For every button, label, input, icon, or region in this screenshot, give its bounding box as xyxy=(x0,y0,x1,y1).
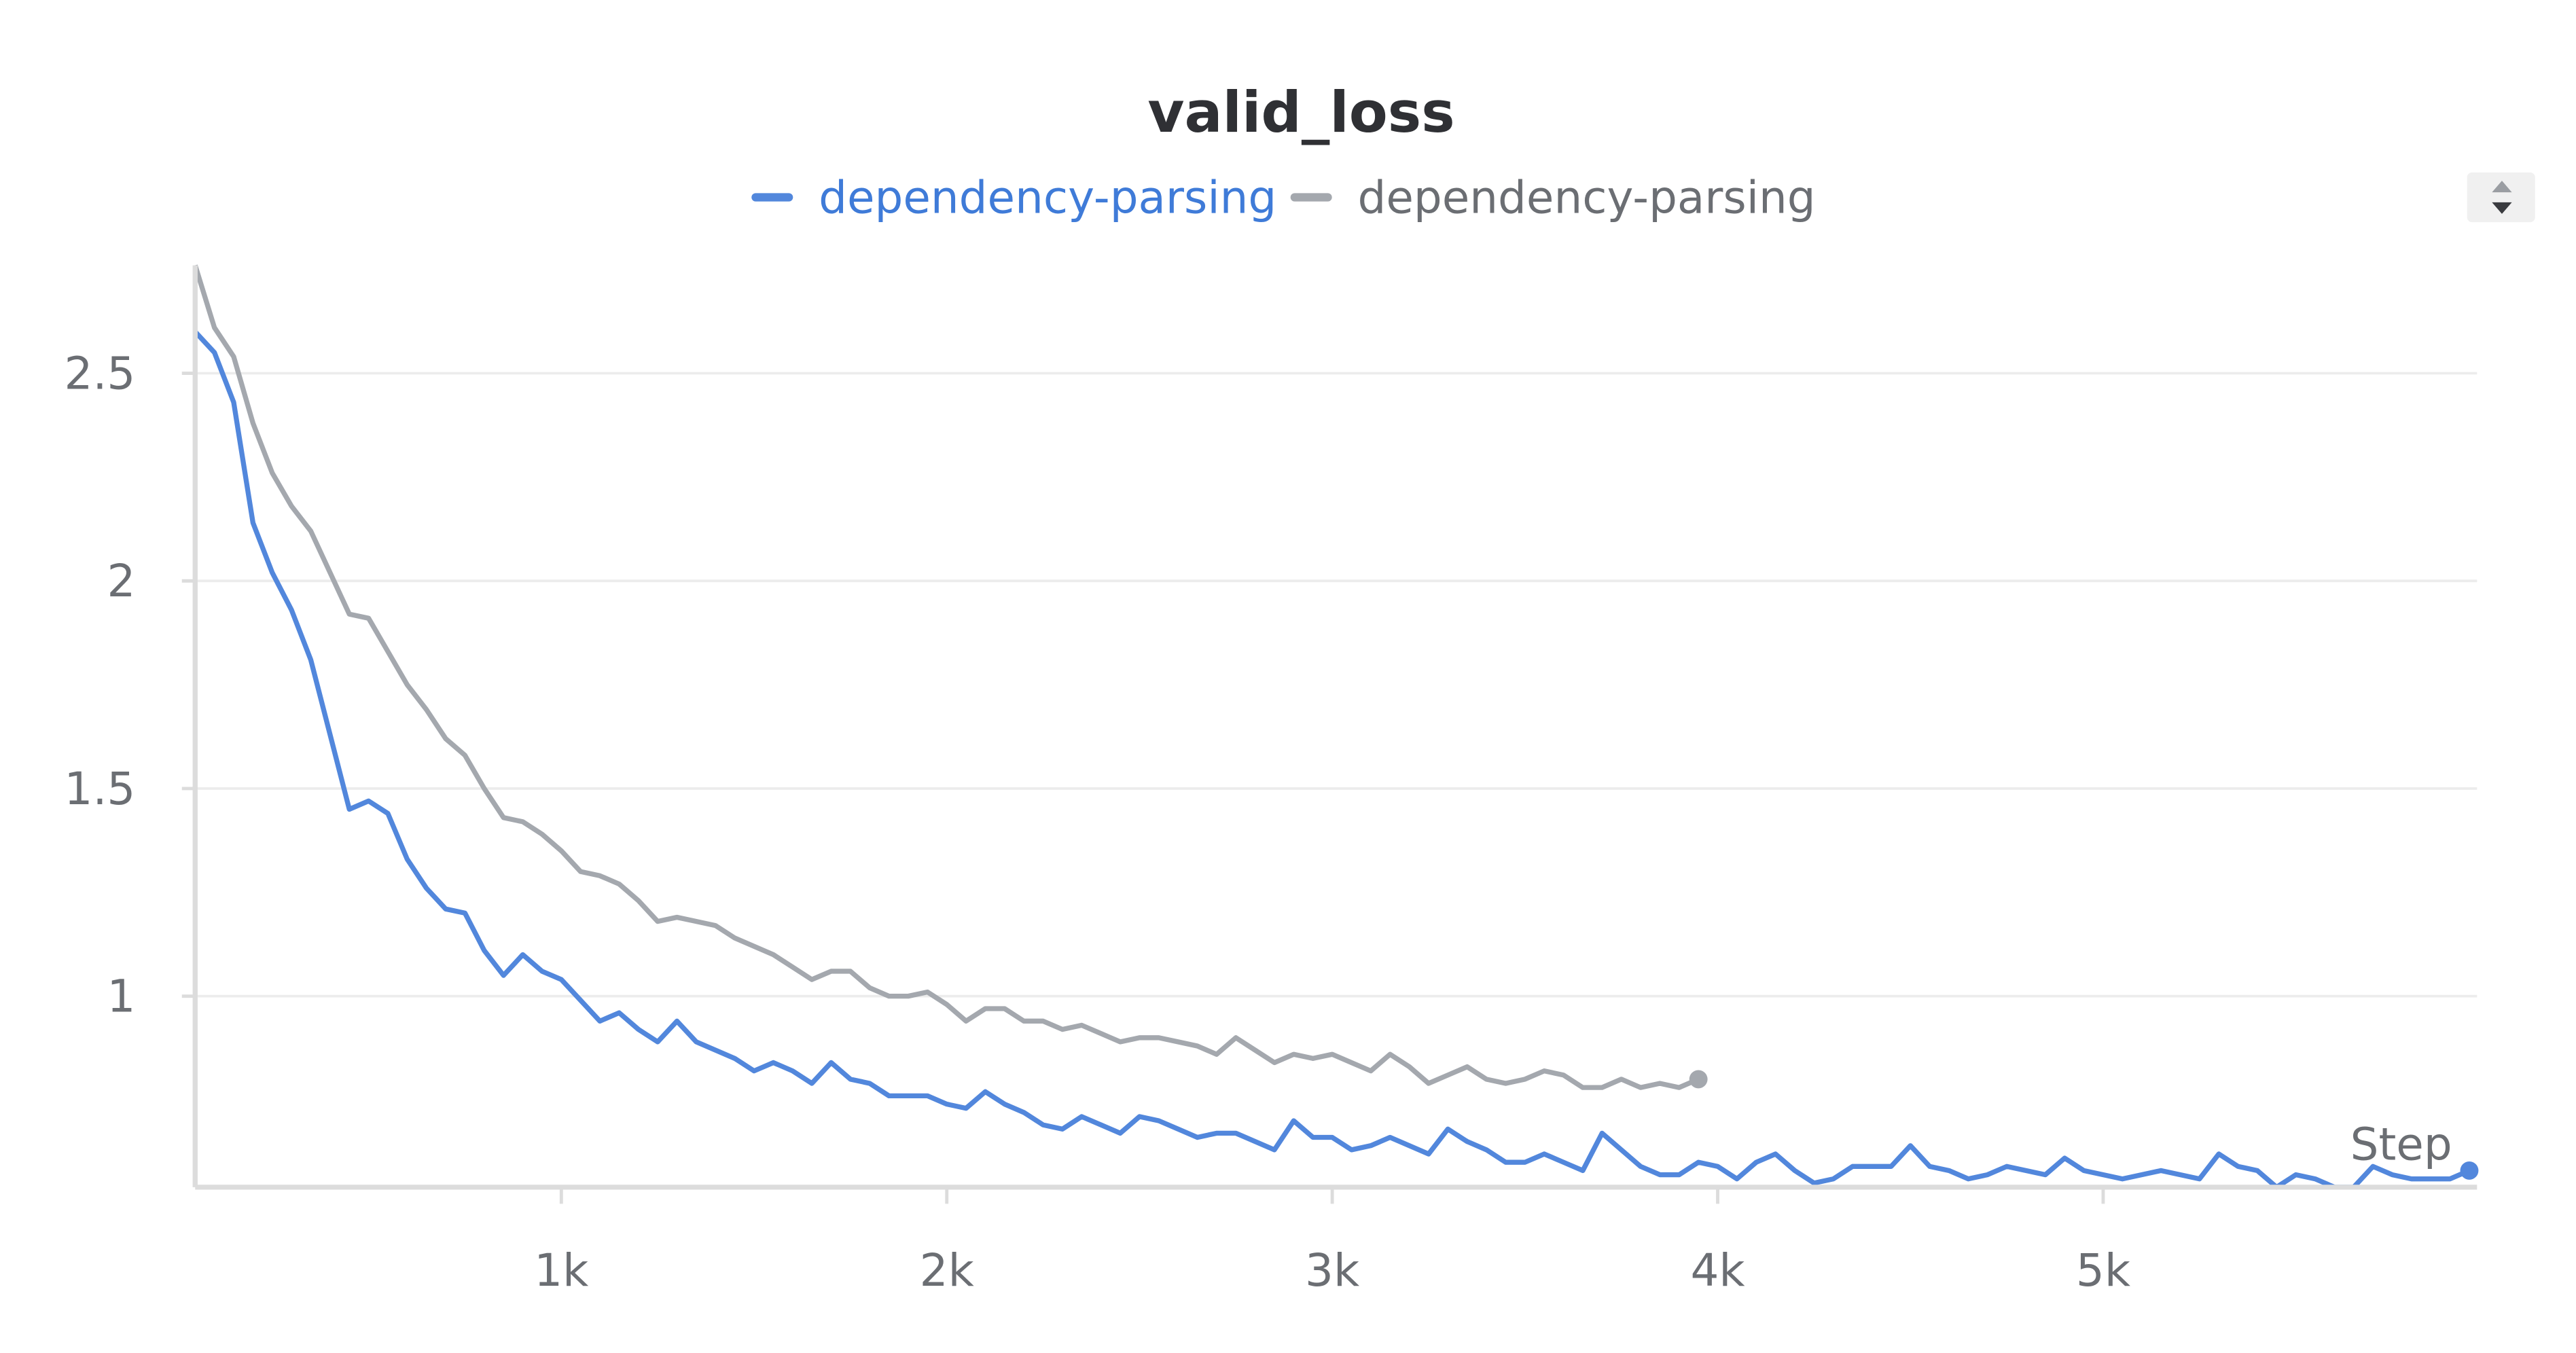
x-tick-label: 2k xyxy=(920,1244,974,1297)
end-marker xyxy=(1689,1070,1708,1089)
legend: dependency-parsing dependency-parsing xyxy=(751,171,1816,223)
x-tick-label: 5k xyxy=(2076,1244,2130,1297)
legend-label: dependency-parsing xyxy=(819,171,1276,223)
scroll-control[interactable] xyxy=(2467,172,2535,223)
x-tick-label: 4k xyxy=(1690,1244,1745,1297)
scroll-button[interactable] xyxy=(2467,172,2535,223)
series-line xyxy=(192,264,1700,1090)
y-tick-label: 1.5 xyxy=(65,763,136,815)
x-tick-label: 3k xyxy=(1305,1244,1359,1297)
end-marker xyxy=(2460,1161,2479,1180)
series-line xyxy=(193,329,2471,1190)
plot-area xyxy=(192,264,2479,1190)
grid: 1 1.5 2 2.5 1k 2k 3k 4k 5k xyxy=(65,347,2477,1297)
y-tick-label: 2 xyxy=(107,555,135,607)
y-tick-label: 2.5 xyxy=(65,347,136,399)
legend-label: dependency-parsing xyxy=(1358,171,1816,223)
x-tick-label: 1k xyxy=(534,1244,588,1297)
chart-title: valid_loss xyxy=(1147,79,1454,145)
y-tick-label: 1 xyxy=(107,971,135,1023)
arrow-up xyxy=(2492,181,2512,193)
x-axis-label: Step xyxy=(2350,1118,2452,1170)
arrow-down xyxy=(2492,202,2512,214)
